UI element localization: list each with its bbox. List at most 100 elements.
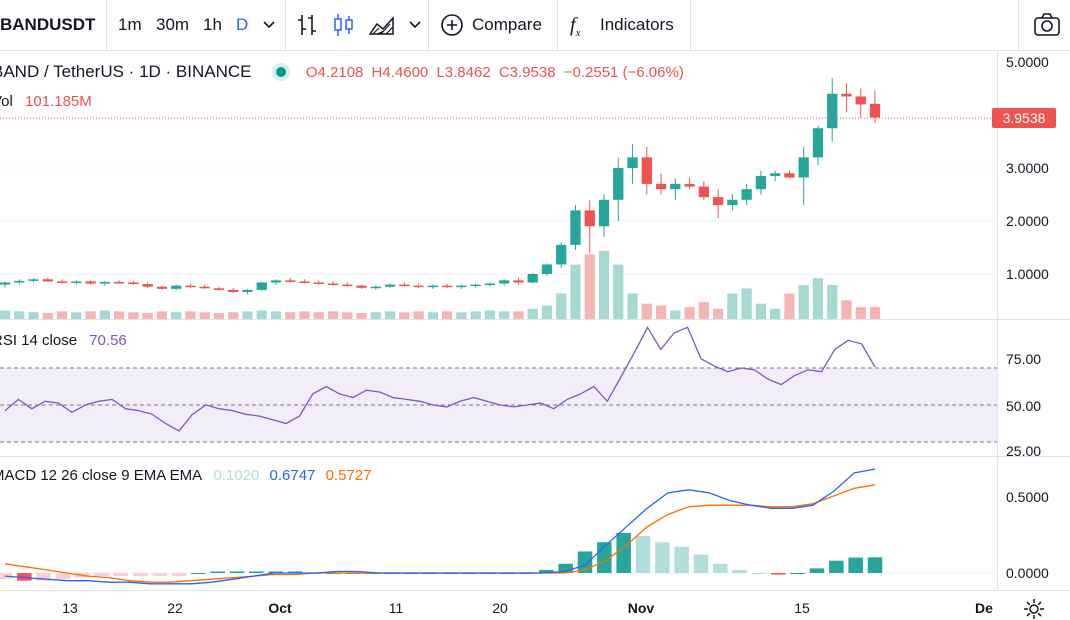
toolbar-divider <box>285 0 286 50</box>
legend-change: −0.2551 (−6.06%) <box>563 64 684 81</box>
candle-body <box>670 183 681 190</box>
candle-body <box>56 281 68 283</box>
macd-histogram-bar <box>539 569 554 573</box>
function-icon[interactable]: fx <box>570 14 581 39</box>
candle-body <box>399 284 410 287</box>
candle-body <box>556 244 567 265</box>
candle-body <box>71 281 82 283</box>
price-axis-label: 5.0000 <box>1006 54 1049 70</box>
plus-circle-icon[interactable] <box>440 12 466 38</box>
candle-body <box>812 128 824 158</box>
toolbar-divider <box>106 0 107 50</box>
volume-bar <box>641 303 652 319</box>
volume-bar <box>228 312 239 319</box>
candle-body <box>499 280 510 284</box>
interval-30m[interactable]: 30m <box>156 15 190 34</box>
macd-label: MACD 12 26 close 9 EMA EMA <box>0 467 202 484</box>
volume-bar <box>598 251 610 319</box>
candle-body <box>14 280 25 283</box>
symbol-search[interactable]: BANDUSDT <box>0 15 96 34</box>
volume-bar <box>869 307 881 319</box>
candle-body <box>827 93 838 129</box>
volume-bar <box>199 312 210 319</box>
toolbar-divider <box>557 0 558 50</box>
chevron-down-icon[interactable] <box>408 20 422 30</box>
volume-bar <box>28 312 39 319</box>
macd-histogram-bar <box>191 573 206 574</box>
camera-icon[interactable] <box>1033 12 1061 38</box>
bars-chart-icon[interactable] <box>297 12 319 38</box>
interval-1m[interactable]: 1m <box>118 15 142 34</box>
toolbar-divider <box>690 0 691 50</box>
market-status-dot-icon[interactable] <box>275 67 286 77</box>
macd-hist-value: 0.1020 <box>213 467 260 484</box>
volume-bar <box>71 312 82 319</box>
candle-body <box>655 183 667 190</box>
candle-body <box>513 280 524 283</box>
macd-histogram-bar <box>229 571 245 573</box>
macd-histogram-bar <box>210 571 225 573</box>
interval-d[interactable]: D <box>236 15 249 34</box>
volume-bar <box>827 285 838 319</box>
candle-body <box>327 283 339 286</box>
volume-bar <box>513 311 524 319</box>
candle-body <box>113 281 125 284</box>
macd-histogram-bar <box>113 573 129 577</box>
pane-divider[interactable] <box>0 319 1070 320</box>
macd-histogram-bar <box>693 554 709 573</box>
volume-bar <box>770 308 781 319</box>
candle-body <box>427 285 439 288</box>
macd-histogram-bar <box>848 557 863 573</box>
candle-body <box>584 210 595 227</box>
candle-body <box>370 286 381 289</box>
candle-body <box>356 285 367 288</box>
volume-bar <box>156 311 168 319</box>
area-chart-icon[interactable] <box>368 12 396 38</box>
candle-body <box>755 175 767 190</box>
price-axis-label: 3.0000 <box>1006 160 1049 176</box>
macd-signal-value: 0.5727 <box>325 467 372 484</box>
volume-legend: Vol 101.185M <box>0 93 92 111</box>
volume-bar <box>0 310 11 319</box>
chevron-down-icon[interactable] <box>262 20 276 30</box>
volume-value: 101.185M <box>25 93 92 110</box>
candle-body <box>841 93 852 97</box>
candle-body <box>770 173 781 176</box>
gear-icon[interactable] <box>1023 598 1045 620</box>
volume-bar <box>784 293 795 319</box>
toolbar: BANDUSDT 1m 30m 1h D Compare fx Indicato… <box>0 0 1070 51</box>
candle-body <box>270 280 282 283</box>
volume-bar <box>855 307 866 319</box>
candle-body <box>228 289 239 293</box>
compare-button[interactable]: Compare <box>472 15 542 34</box>
time-axis-label: 20 <box>492 600 508 616</box>
time-axis-label: Oct <box>268 600 292 616</box>
macd-histogram-bar <box>809 568 825 573</box>
volume-bar <box>99 310 110 319</box>
rsi-legend: RSI 14 close 70.56 <box>0 332 127 350</box>
price-axis-label: 2.0000 <box>1006 213 1049 229</box>
volume-bar <box>798 285 809 319</box>
candles-chart-icon[interactable] <box>332 12 356 38</box>
volume-bar <box>185 311 196 319</box>
macd-histogram-bar <box>867 557 883 573</box>
candle-body <box>0 282 11 285</box>
indicators-button[interactable]: Indicators <box>600 15 674 34</box>
candle-body <box>313 282 324 284</box>
candle-body <box>185 285 196 288</box>
interval-1h[interactable]: 1h <box>203 15 222 34</box>
volume-label: Vol <box>0 93 13 110</box>
pane-divider[interactable] <box>0 456 1070 457</box>
time-axis-label: De <box>975 600 993 616</box>
volume-bar <box>313 312 324 319</box>
macd-legend: MACD 12 26 close 9 EMA EMA 0.1020 0.6747… <box>0 467 371 485</box>
candle-body <box>128 282 139 285</box>
candle-body <box>42 279 53 282</box>
time-axis-label: Nov <box>627 600 655 616</box>
volume-bar <box>655 305 667 319</box>
volume-bar <box>42 313 53 319</box>
time-axis-label: 13 <box>62 600 78 616</box>
time-axis-label: 22 <box>167 600 183 616</box>
macd-histogram-bar <box>674 546 689 573</box>
